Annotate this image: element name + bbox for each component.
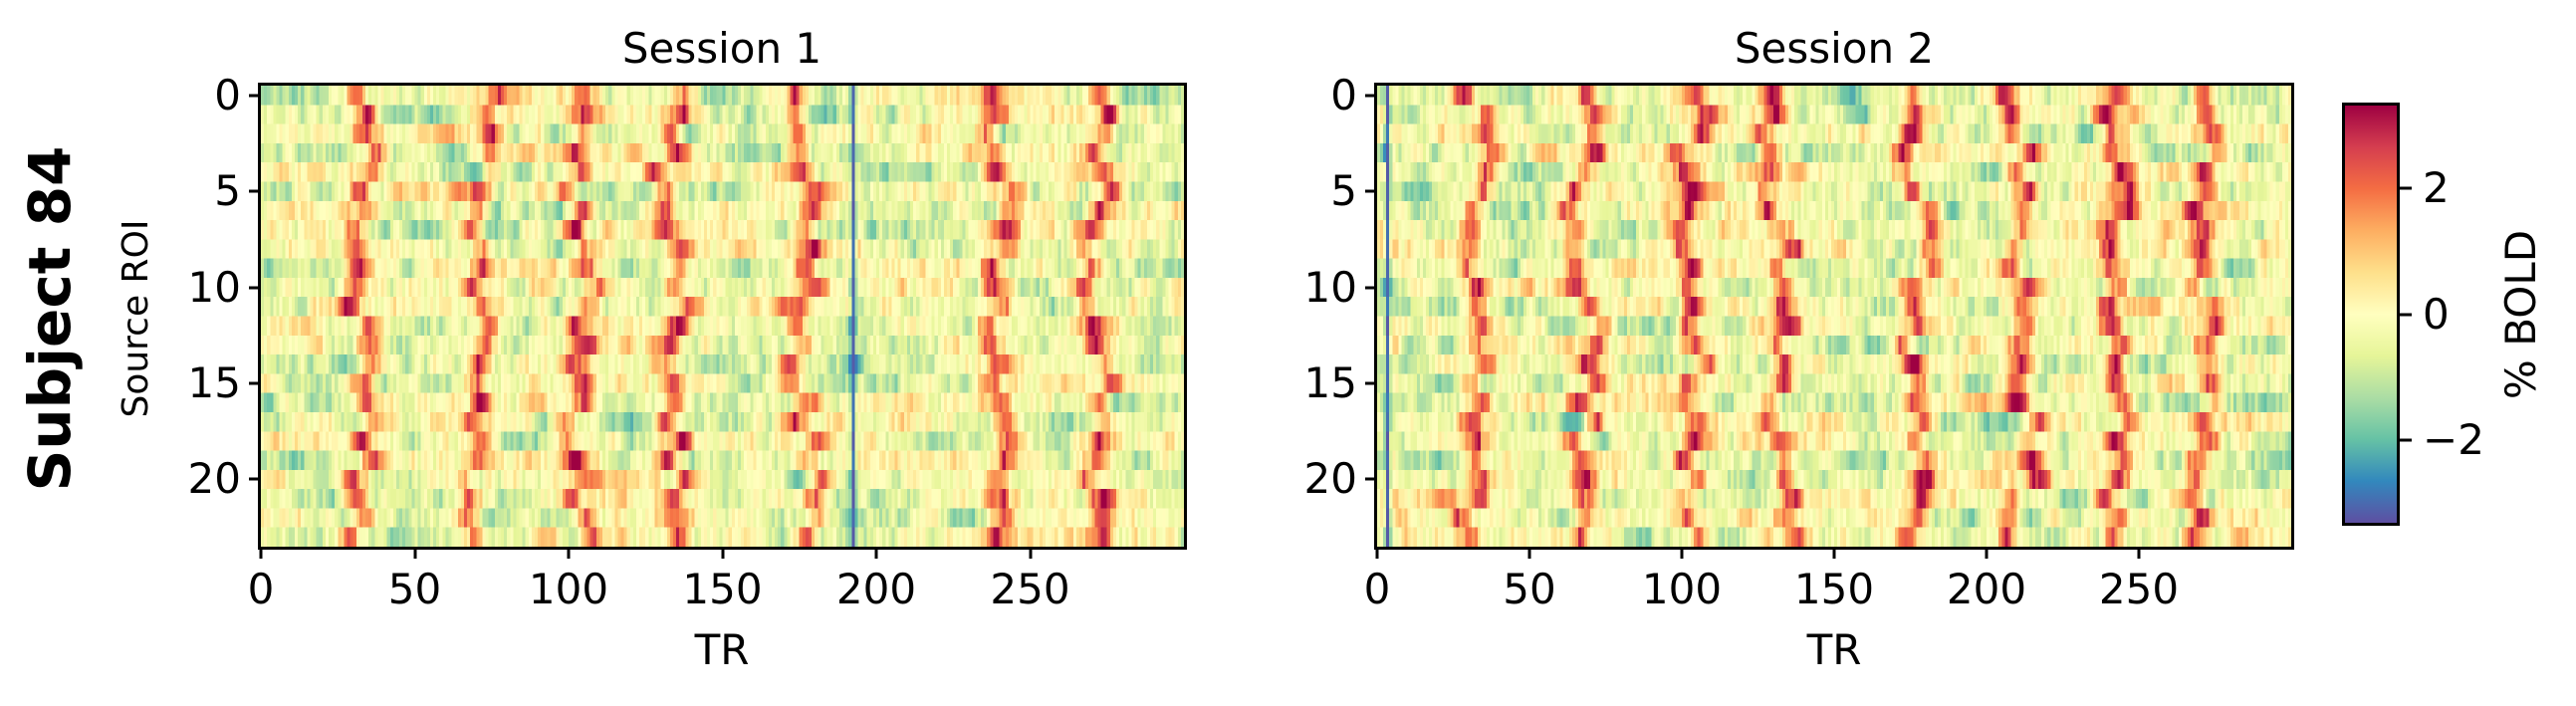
heatmap-canvas — [1377, 86, 2291, 547]
y-tick-label: 0 — [1330, 70, 1357, 119]
x-tick — [413, 547, 416, 559]
colorbar-tick — [2400, 313, 2412, 316]
x-tick-label: 200 — [835, 565, 917, 613]
x-tick-label: 250 — [2098, 565, 2180, 613]
y-tick-label: 10 — [1303, 262, 1357, 312]
y-tick — [1365, 477, 1377, 481]
x-tick — [2137, 547, 2141, 559]
x-tick-label: 50 — [1503, 565, 1556, 613]
heatmap-session-2 — [1374, 83, 2294, 550]
heatmap-canvas — [261, 86, 1184, 547]
x-tick-label: 0 — [247, 565, 275, 613]
colorbar-tick — [2400, 186, 2412, 190]
x-tick — [874, 547, 878, 559]
y-tick-label: 15 — [1303, 358, 1357, 408]
colorbar-tick-label: 0 — [2423, 289, 2450, 339]
x-tick — [1832, 547, 1836, 559]
y-tick — [249, 94, 261, 98]
y-tick — [1365, 189, 1377, 193]
y-tick — [249, 286, 261, 290]
x-tick — [721, 547, 724, 559]
panel-title: Session 1 — [621, 24, 822, 73]
y-tick — [1365, 381, 1377, 385]
y-tick — [249, 189, 261, 193]
y-tick — [1365, 286, 1377, 290]
heatmap-session-1 — [258, 83, 1187, 550]
x-tick — [567, 547, 571, 559]
x-tick-label: 0 — [1363, 565, 1391, 613]
x-axis-label: TR — [694, 625, 750, 674]
x-tick-label: 150 — [1793, 565, 1875, 613]
y-tick-label: 10 — [187, 262, 241, 312]
x-tick — [1029, 547, 1032, 559]
x-tick-label: 200 — [1946, 565, 2027, 613]
colorbar-tick-label: 2 — [2423, 162, 2450, 212]
y-tick — [1365, 94, 1377, 98]
y-tick-label: 5 — [214, 166, 241, 216]
y-tick — [249, 381, 261, 385]
y-tick-label: 0 — [214, 70, 241, 119]
colorbar-gradient — [2342, 103, 2400, 526]
colorbar-tick-label: −2 — [2423, 415, 2484, 465]
x-tick-label: 150 — [682, 565, 763, 613]
x-tick — [1527, 547, 1531, 559]
y-tick — [249, 477, 261, 481]
panel-title: Session 2 — [1734, 24, 1935, 73]
colorbar-tick — [2400, 438, 2412, 442]
colorbar-label: % BOLD — [2496, 229, 2545, 400]
y-tick-label: 15 — [187, 358, 241, 408]
x-axis-label: TR — [1806, 625, 1862, 674]
x-tick — [1985, 547, 1989, 559]
y-axis-label: Source ROI — [116, 219, 156, 418]
x-tick-label: 50 — [387, 565, 442, 613]
y-tick-label: 20 — [1303, 454, 1357, 504]
y-tick-label: 5 — [1330, 166, 1357, 216]
x-tick-label: 100 — [1641, 565, 1723, 613]
x-tick — [1680, 547, 1684, 559]
y-tick-label: 20 — [187, 454, 241, 504]
x-tick — [1375, 547, 1379, 559]
x-tick-label: 250 — [990, 565, 1070, 613]
x-tick-label: 100 — [528, 565, 609, 613]
subject-label: Subject 84 — [16, 145, 84, 492]
x-tick — [259, 547, 263, 559]
